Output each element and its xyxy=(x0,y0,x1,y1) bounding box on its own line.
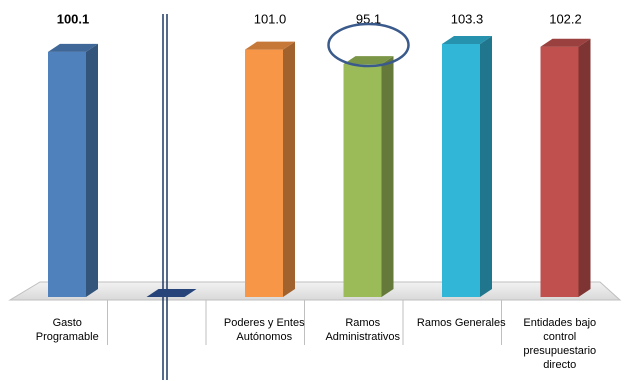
bar xyxy=(245,49,283,298)
x-tick-label: Entidades bajo control presupuestario di… xyxy=(523,317,597,371)
value-label: 103.3 xyxy=(451,11,484,26)
bar-top xyxy=(442,36,492,44)
floor xyxy=(8,281,622,301)
bar-top xyxy=(245,41,295,50)
bar-side xyxy=(86,43,98,297)
highlight-ring xyxy=(327,22,410,68)
value-label: 100.1 xyxy=(57,11,90,26)
bar-top xyxy=(343,56,394,65)
value-label: 95.1 xyxy=(356,11,381,26)
bar-side xyxy=(283,41,295,298)
x-tick-label: Gasto Programable xyxy=(35,317,99,343)
bar xyxy=(343,64,382,297)
x-tick-label: Ramos Generales xyxy=(416,317,506,329)
bar xyxy=(48,51,86,297)
bar-side xyxy=(480,36,492,297)
x-tick-label: Ramos Administrativos xyxy=(325,317,401,343)
bar xyxy=(540,46,579,298)
x-tick-label: Poderes y Entes Autónomos xyxy=(223,317,305,343)
bar-top xyxy=(146,289,197,297)
bar-side xyxy=(381,56,394,297)
value-label: 102.2 xyxy=(549,11,582,26)
value-label: 101.0 xyxy=(254,11,287,26)
bar-top xyxy=(48,43,98,52)
bar-top xyxy=(540,38,591,47)
bar-side xyxy=(578,38,591,298)
bar xyxy=(442,44,480,297)
